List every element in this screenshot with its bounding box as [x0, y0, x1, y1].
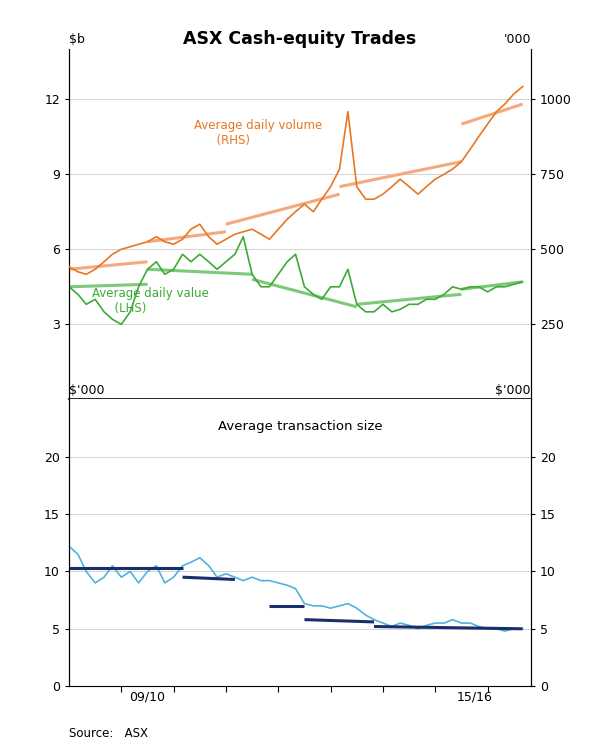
Text: $'000: $'000 — [496, 384, 531, 397]
Text: Average transaction size: Average transaction size — [218, 419, 382, 433]
Text: Average daily volume
      (RHS): Average daily volume (RHS) — [194, 119, 322, 147]
Text: Source:   ASX: Source: ASX — [69, 728, 148, 740]
Text: $'000: $'000 — [69, 384, 104, 397]
Text: $b: $b — [69, 32, 85, 45]
Text: Average daily value
      (LHS): Average daily value (LHS) — [92, 287, 209, 315]
Text: '000: '000 — [503, 32, 531, 45]
Text: ASX Cash-equity Trades: ASX Cash-equity Trades — [184, 30, 416, 48]
